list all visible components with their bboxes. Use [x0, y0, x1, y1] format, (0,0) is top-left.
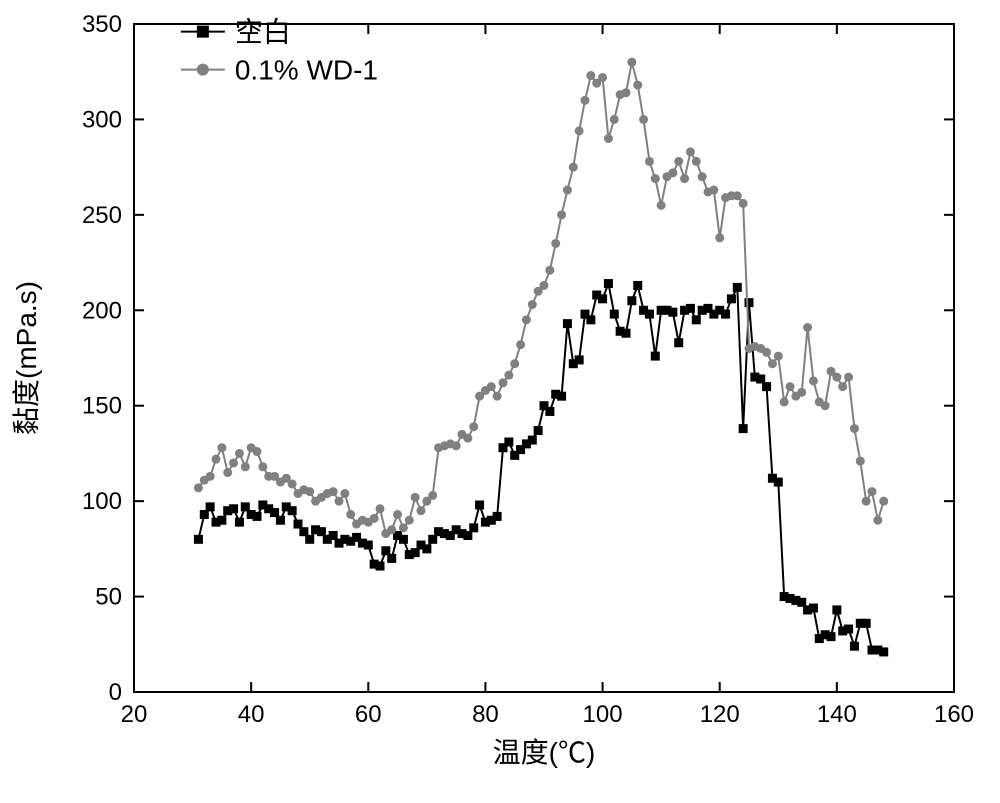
svg-text:空白: 空白 [235, 17, 291, 48]
svg-text:80: 80 [472, 701, 499, 728]
svg-text:350: 350 [82, 11, 122, 38]
svg-text:40: 40 [238, 701, 265, 728]
svg-text:50: 50 [95, 584, 122, 611]
svg-text:150: 150 [82, 393, 122, 420]
svg-text:黏度(mPa.s): 黏度(mPa.s) [11, 281, 42, 435]
svg-text:250: 250 [82, 202, 122, 229]
chart-svg: 20 40 60 80 100 120 140 160 0 50 100 150 200 250 300 35… [0, 0, 1000, 803]
svg-text:160: 160 [934, 701, 974, 728]
svg-text:20: 20 [121, 701, 148, 728]
svg-text:100: 100 [82, 488, 122, 515]
svg-text:温度(℃): 温度(℃) [493, 737, 596, 768]
svg-text:60: 60 [355, 701, 382, 728]
svg-text:0.1% WD-1: 0.1% WD-1 [235, 55, 378, 86]
svg-text:300: 300 [82, 106, 122, 133]
svg-text:200: 200 [82, 297, 122, 324]
svg-text:100: 100 [583, 701, 623, 728]
viscosity-temperature-chart: 20 40 60 80 100 120 140 160 0 50 100 150 200 250 300 35… [0, 0, 1000, 803]
svg-text:140: 140 [817, 701, 857, 728]
svg-text:0: 0 [109, 679, 122, 706]
svg-text:120: 120 [700, 701, 740, 728]
